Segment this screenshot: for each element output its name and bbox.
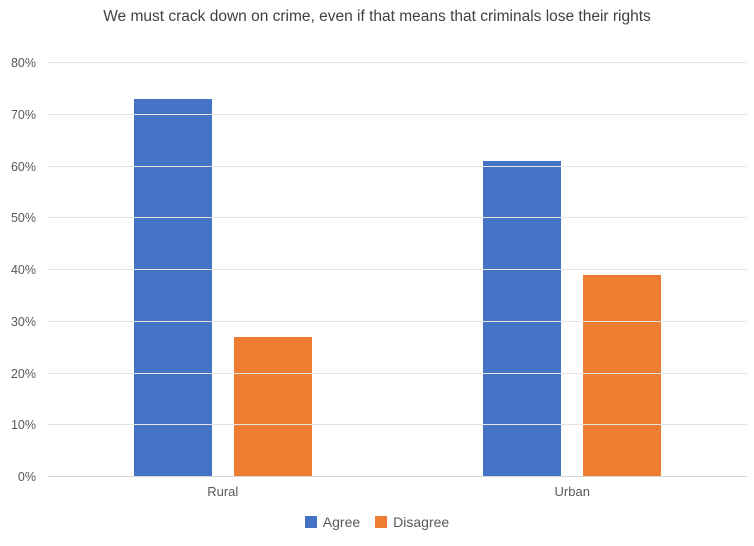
y-tick-label-0%: 0% [17, 470, 36, 484]
plot-area [48, 62, 747, 477]
category-group-urban [398, 63, 748, 477]
gridline-10% [48, 424, 747, 426]
gridline-70% [48, 113, 747, 115]
x-axis: Rural Urban [48, 484, 747, 499]
gridline-80% [48, 62, 747, 63]
legend-label-disagree: Disagree [393, 514, 450, 530]
chart-title: We must crack down on crime, even if tha… [103, 8, 651, 25]
legend-item-agree: Agree [304, 514, 361, 530]
bar-disagree-rural [233, 337, 312, 477]
gridline-0% [48, 476, 747, 477]
legend: Agree Disagree [0, 514, 754, 530]
legend-swatch-disagree-icon [375, 516, 388, 528]
bar-agree-rural [133, 99, 212, 477]
legend-item-disagree: Disagree [375, 514, 449, 530]
legend-label-agree: Agree [322, 514, 361, 530]
gridline-40% [48, 269, 747, 270]
y-tick-label-70%: 70% [10, 107, 36, 122]
gridline-60% [48, 165, 747, 167]
bar-disagree-urban [583, 275, 662, 477]
x-category-label-urban: Urban [554, 484, 590, 499]
y-tick-label-50%: 50% [10, 211, 36, 226]
y-tick-label-20%: 20% [10, 366, 36, 381]
gridline-30% [48, 320, 747, 322]
y-tick-label-30%: 30% [10, 314, 36, 329]
y-tick-label-40%: 40% [10, 263, 36, 277]
category-groups [48, 63, 747, 477]
category-group-rural [48, 63, 398, 477]
legend-swatch-agree-icon [304, 516, 317, 528]
y-tick-label-60%: 60% [10, 159, 36, 174]
y-axis: 0% 10% 20% 30% 40% 50% 60% 70% 80% [0, 56, 38, 484]
y-tick-label-10%: 10% [10, 418, 36, 433]
bar-agree-urban [483, 161, 562, 477]
gridline-50% [48, 217, 747, 219]
y-tick-label-80%: 80% [10, 56, 36, 70]
gridline-20% [48, 372, 747, 374]
x-category-label-rural: Rural [207, 484, 239, 499]
